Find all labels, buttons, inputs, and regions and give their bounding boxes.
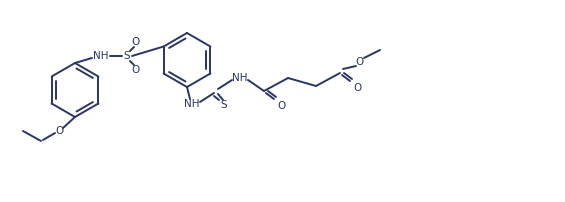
Text: O: O bbox=[356, 57, 364, 67]
Text: S: S bbox=[124, 51, 131, 61]
Text: NH: NH bbox=[232, 73, 247, 83]
Text: O: O bbox=[277, 101, 285, 111]
Text: NH: NH bbox=[93, 51, 108, 61]
Text: O: O bbox=[353, 83, 361, 93]
Text: NH: NH bbox=[184, 99, 200, 109]
Text: O: O bbox=[131, 65, 139, 75]
Text: O: O bbox=[131, 37, 139, 47]
Text: S: S bbox=[221, 100, 227, 110]
Text: O: O bbox=[55, 126, 63, 136]
